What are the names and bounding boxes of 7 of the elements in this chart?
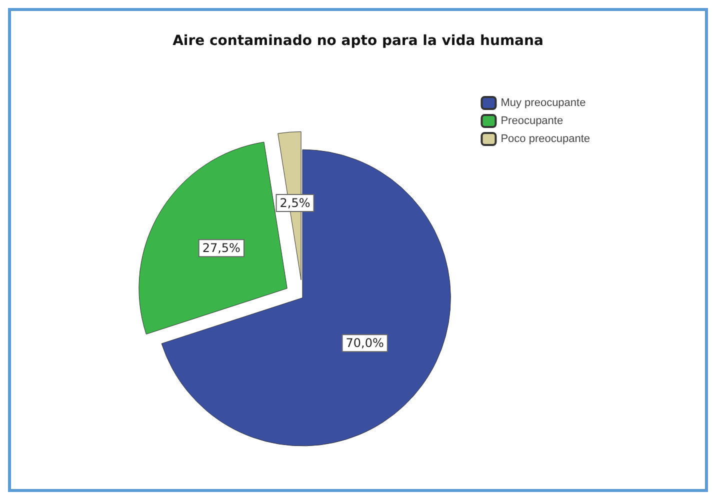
legend-label: Poco preocupante [500,133,590,145]
legend-label: Preocupante [500,115,564,127]
legend-label: Muy preocupante [500,97,586,109]
data-label: 27,5% [202,241,240,256]
chart-title: Aire contaminado no apto para la vida humana [172,33,544,49]
data-label: 70,0% [346,336,384,350]
data-label: 2,5% [280,196,310,210]
